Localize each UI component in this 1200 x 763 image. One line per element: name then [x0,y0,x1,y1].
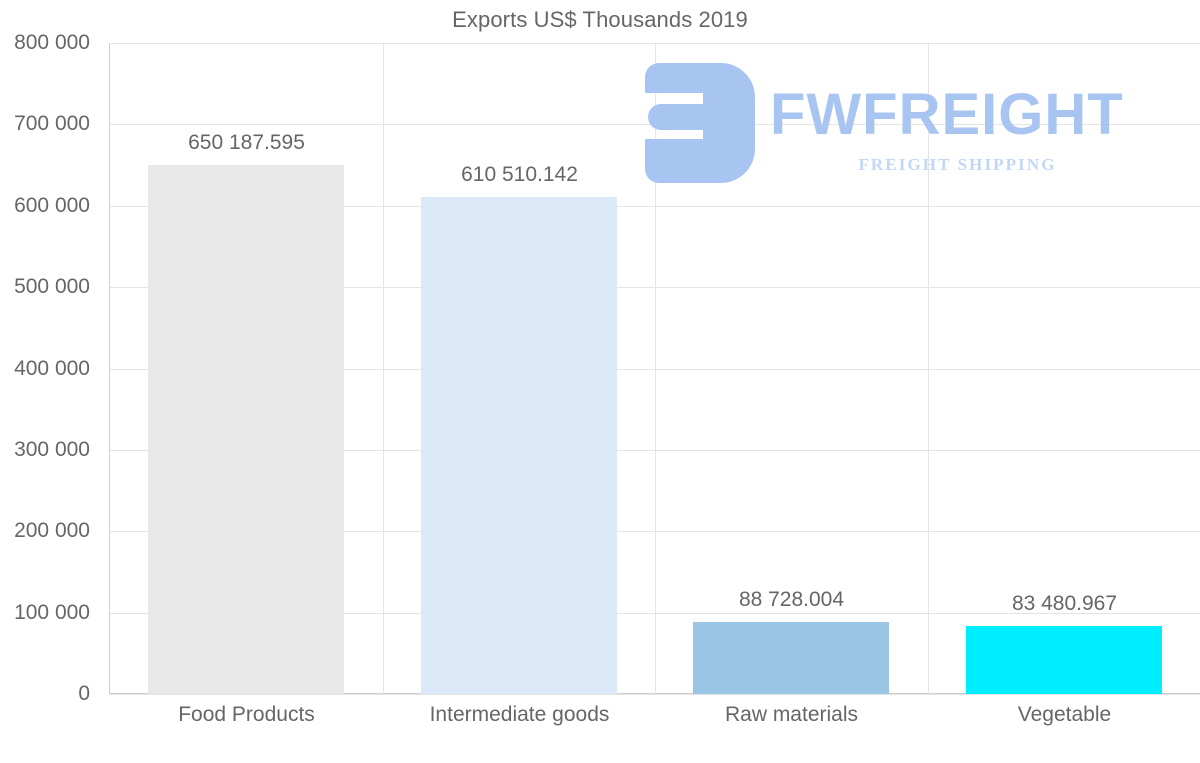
gridline-vertical [928,43,929,694]
y-axis-tick-label: 300 000 [0,437,102,463]
bar[interactable] [421,197,617,694]
x-axis-tick-label: Intermediate goods [429,703,610,726]
bar-value-label: 650 187.595 [188,131,305,154]
y-axis-tick-label: 600 000 [0,193,102,219]
y-axis-tick-label: 800 000 [0,30,102,56]
gridline-vertical [383,43,384,694]
y-axis-tick-text: 400 000 [14,357,90,380]
bar-value-label: 88 728.004 [738,588,845,611]
x-axis-tick-label: Raw materials [724,703,859,726]
y-axis-tick-label: 0 [0,681,102,707]
y-axis-tick-label: 500 000 [0,274,102,300]
gridline-horizontal [110,694,1200,695]
x-axis-tick-label: Vegetable [1017,703,1112,726]
y-axis: 800 000 700 000 600 000 500 000 400 000 300 0… [0,31,102,705]
y-axis-tick-text: 800 000 [14,31,90,54]
plot-area: 650 187.595 610 510.142 88 728.004 83 480.9… [109,43,1200,695]
bar-value-label: 610 510.142 [461,163,578,186]
y-axis-tick-text: 500 000 [14,275,90,298]
y-axis-tick-text: 100 000 [14,601,90,624]
bar[interactable] [693,622,889,694]
y-axis-tick-text: 300 000 [14,438,90,461]
y-axis-tick-text: 600 000 [14,194,90,217]
y-axis-line [109,43,110,694]
y-axis-tick-label: 400 000 [0,356,102,382]
y-axis-tick-label: 100 000 [0,600,102,626]
y-axis-tick-label: 700 000 [0,111,102,137]
x-axis-line [109,693,1200,694]
bar-value-label: 83 480.967 [1011,592,1118,615]
chart-title: Exports US$ Thousands 2019 [452,7,748,32]
bar[interactable] [966,626,1162,694]
y-axis-tick-text: 0 [78,682,90,705]
y-axis-tick-text: 200 000 [14,519,90,542]
y-axis-tick-text: 700 000 [14,112,90,135]
y-axis-tick-label: 200 000 [0,518,102,544]
bar[interactable] [148,165,344,694]
x-axis-tick-label: Food Products [178,703,315,726]
gridline-vertical [655,43,656,694]
